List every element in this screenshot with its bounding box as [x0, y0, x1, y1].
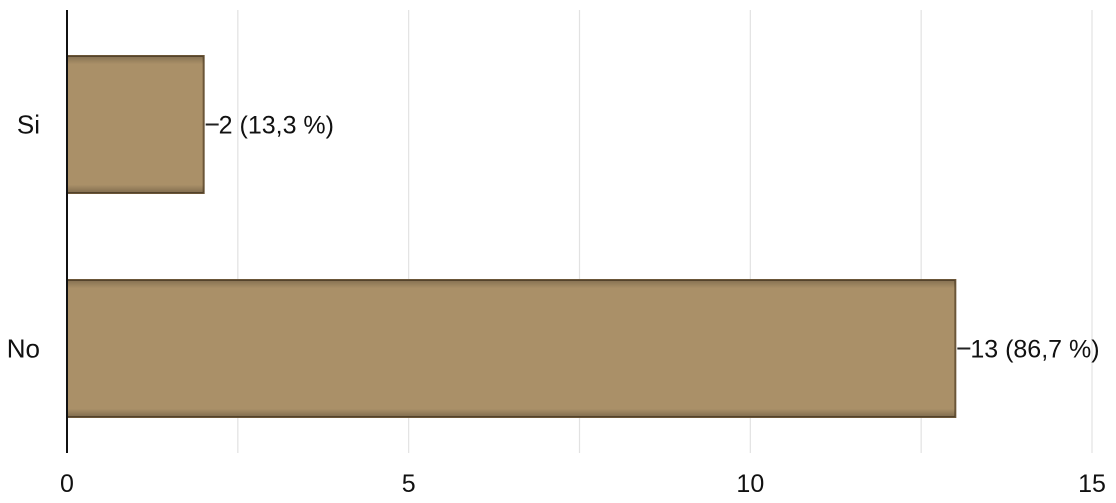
data-labels: Si 2 (13,3 %) No 13 (86,7 %) [7, 110, 1100, 364]
bar-si [66, 55, 205, 194]
data-label: 2 (13,3 %) [219, 112, 334, 140]
category-label: No [7, 334, 40, 364]
bar-no [66, 279, 957, 418]
data-label: 13 (86,7 %) [970, 336, 1099, 364]
x-tick-label: 5 [402, 470, 416, 498]
bar-shade [67, 280, 956, 417]
axes: 0 5 10 15 [60, 10, 1106, 498]
x-tick-label: 15 [1078, 470, 1106, 498]
x-tick-label: 10 [736, 470, 764, 498]
bar-shade [67, 56, 204, 193]
category-label: Si [17, 110, 40, 140]
x-tick-label: 0 [60, 470, 74, 498]
bars [66, 55, 957, 418]
